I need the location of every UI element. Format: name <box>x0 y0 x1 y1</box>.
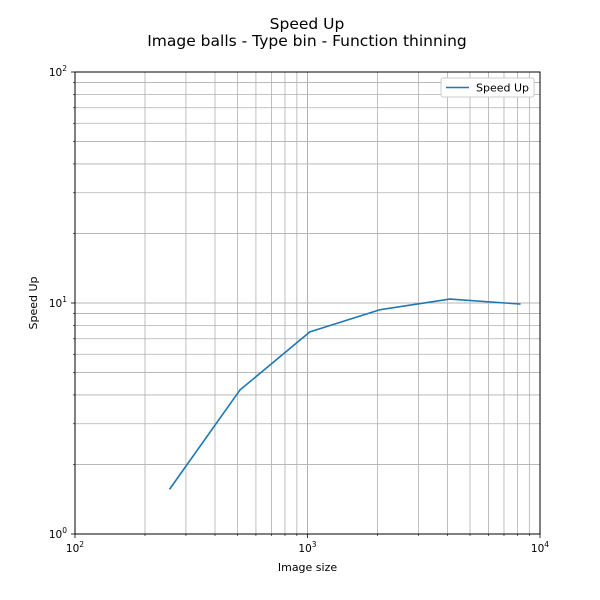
legend-label-speed-up: Speed Up <box>476 82 529 95</box>
data-point <box>309 331 311 333</box>
data-point <box>379 308 381 311</box>
x-tick-label: 102 <box>66 540 84 555</box>
x-tick-label: 103 <box>298 540 316 555</box>
data-point <box>169 487 171 490</box>
chart-title: Speed Up <box>270 15 345 33</box>
legend: Speed Up <box>440 77 535 98</box>
data-point <box>519 303 521 305</box>
y-tick-label: 102 <box>49 64 67 79</box>
axis-ticks: 102 103 104 100 101 102 <box>49 64 549 555</box>
series-line-0 <box>169 298 521 490</box>
y-axis-label: Speed Up <box>27 276 40 329</box>
grid-lines <box>74 71 541 535</box>
x-axis-label: Image size <box>278 561 338 574</box>
x-tick-label: 104 <box>531 540 549 555</box>
chart-subtitle: Image balls - Type bin - Function thinni… <box>147 32 467 50</box>
data-point <box>449 298 451 300</box>
y-tick-label: 100 <box>49 526 67 541</box>
data-point <box>239 389 241 391</box>
y-tick-label: 101 <box>49 295 67 310</box>
legend-box <box>440 77 535 98</box>
series-layer <box>169 298 521 490</box>
